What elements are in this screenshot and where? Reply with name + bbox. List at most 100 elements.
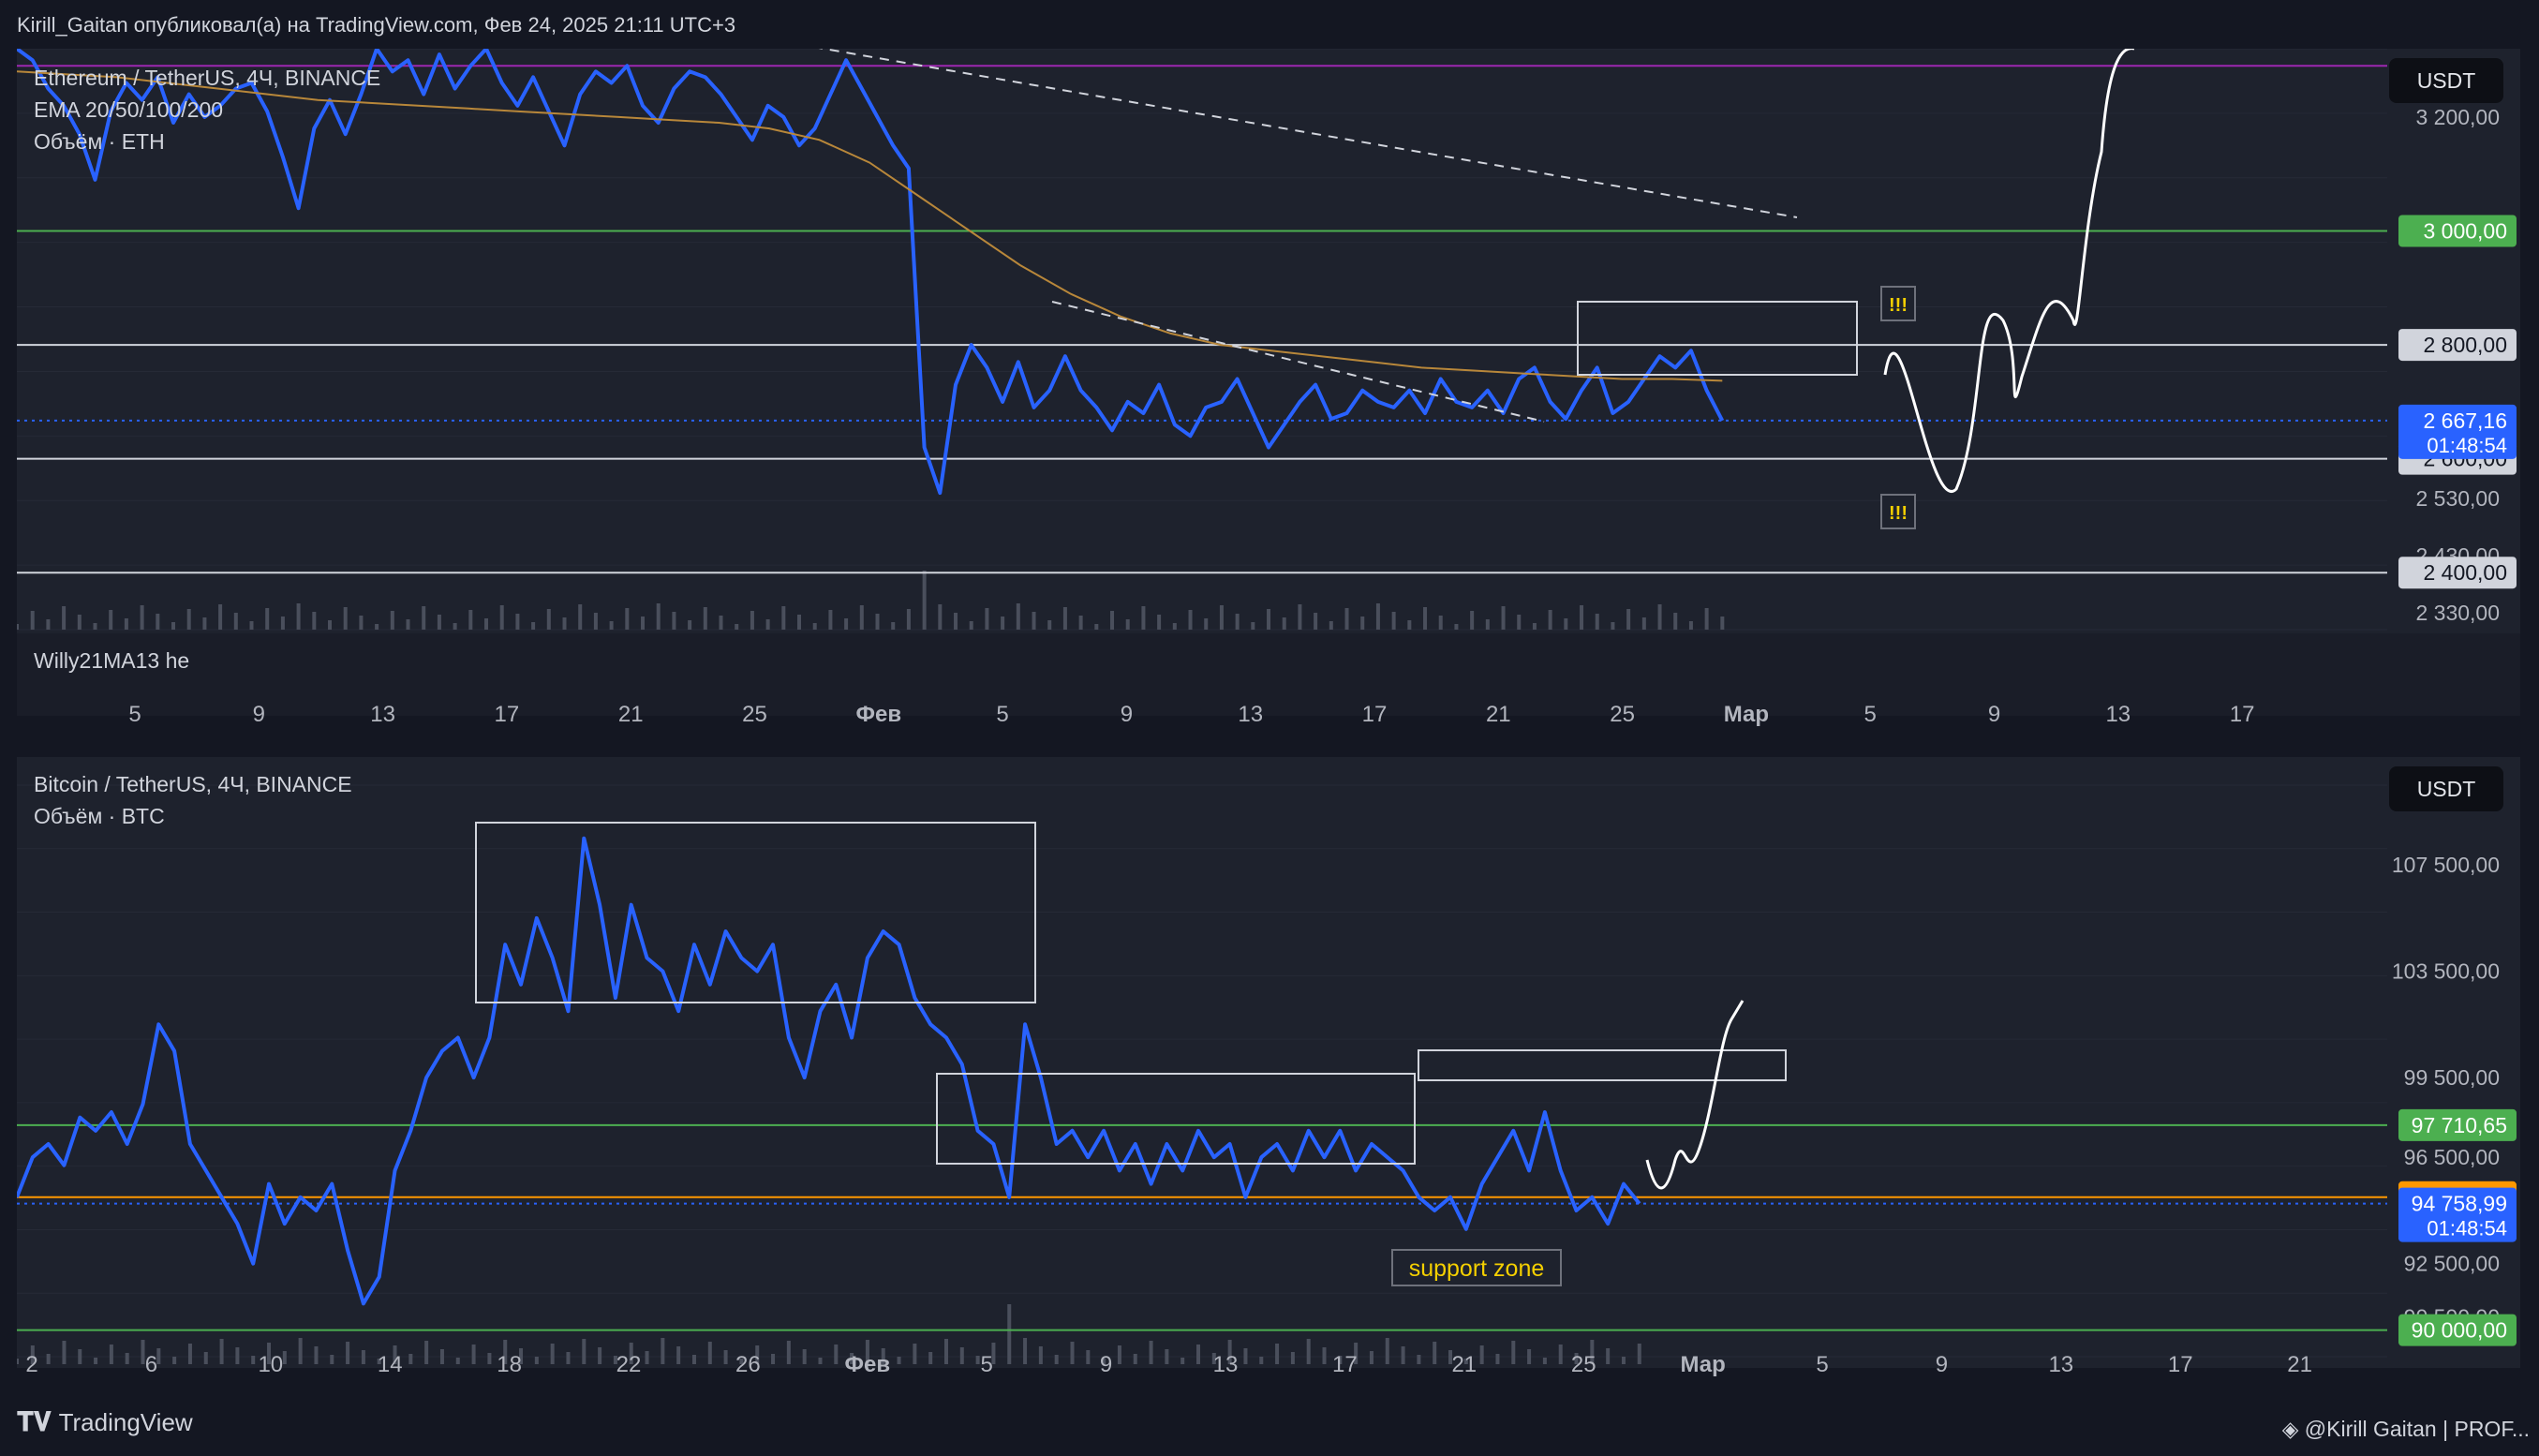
- volume-bar: [424, 1341, 429, 1364]
- volume-bar: [1149, 1341, 1153, 1364]
- volume-bar: [676, 1346, 681, 1364]
- volume-bar: [1606, 1348, 1611, 1364]
- publication-header: Kirill_Gaitan опубликовал(а) на TradingV…: [17, 13, 736, 37]
- volume-bar: [1688, 621, 1693, 630]
- x-axis-tick-label: Фев: [856, 702, 902, 727]
- volume-bar: [1590, 1340, 1595, 1364]
- btc-currency-button[interactable]: USDT: [2389, 766, 2503, 811]
- volume-bar: [897, 1357, 901, 1364]
- volume-bar: [735, 624, 739, 630]
- x-axis-tick-label: 17: [1332, 1352, 1358, 1377]
- forecast-drawing: [1645, 1000, 1745, 1190]
- volume-bar: [94, 1358, 98, 1364]
- warning-marker-box: [1880, 494, 1916, 529]
- volume-bar: [503, 1340, 508, 1364]
- volume-bar: [1180, 1358, 1185, 1364]
- tradingview-logo[interactable]: 𝐓𝐕 TradingView: [17, 1407, 193, 1438]
- volume-bar: [881, 1348, 885, 1364]
- volume-bar: [739, 1359, 744, 1364]
- volume-bar: [1401, 1346, 1405, 1364]
- volume-bar: [786, 1341, 791, 1364]
- volume-bar: [1275, 1344, 1280, 1364]
- volume-bar: [141, 1340, 145, 1364]
- eth-legend-volume[interactable]: Объём · ETH: [34, 129, 165, 154]
- price-series-line: [17, 836, 1641, 1306]
- volume-bar: [1527, 1349, 1532, 1364]
- x-axis-tick-label: 9: [1936, 1352, 1948, 1377]
- last-price-label: 94 758,99: [2412, 1192, 2507, 1216]
- btc-legend-symbol[interactable]: Bitcoin / TetherUS, 4Ч, BINANCE: [34, 772, 352, 796]
- volume-bar: [455, 1358, 460, 1364]
- x-axis-tick-label: 14: [378, 1352, 403, 1377]
- btc-legend-volume[interactable]: Объём · BTC: [34, 804, 165, 828]
- eth-chart-pane[interactable]: 3 200,00 2 530,00 2 430,00 2 330,00 3 000,00…: [17, 49, 2520, 633]
- x-axis-tick-label: 9: [1121, 702, 1133, 727]
- x-axis-tick-label: 5: [996, 702, 1008, 727]
- volume-bar: [1306, 1339, 1311, 1364]
- btc-time-axis-svg: 2 6 10 14 18 22 26 Фев 5 9 13 17 21 25 Мар 5 9 13 17 21: [25, 1352, 2312, 1377]
- y-axis-tick-label: 3 200,00: [2415, 105, 2500, 129]
- volume-bar: [1621, 1357, 1626, 1364]
- volume-bar: [1454, 624, 1459, 630]
- trendline-dashed: [1051, 301, 1545, 423]
- volume-bar: [1007, 1304, 1012, 1364]
- volume-bar: [1094, 624, 1099, 630]
- volume-bar: [765, 619, 770, 630]
- volume-bar: [296, 603, 301, 630]
- volume-bar: [46, 619, 51, 630]
- eth-legend-ema[interactable]: EMA 20/50/100/200: [34, 97, 224, 122]
- volume-bar: [1133, 1354, 1137, 1364]
- eth-indicator-pane[interactable]: Willy21MA13 he: [17, 633, 2520, 716]
- annotation-box: [1391, 1249, 1562, 1286]
- x-axis-tick-label: 25: [742, 702, 767, 727]
- x-axis-tick-label: 17: [2168, 1352, 2193, 1377]
- x-axis-tick-label: 21: [618, 702, 644, 727]
- volume-bar: [672, 612, 676, 630]
- volume-bar: [1322, 1347, 1327, 1364]
- volume-bar: [834, 1345, 839, 1364]
- volume-bar: [1125, 619, 1130, 630]
- x-axis-tick-label: 13: [1213, 1352, 1239, 1377]
- volume-bar: [202, 617, 207, 630]
- volume-bar: [1385, 1338, 1389, 1364]
- volume-bar: [991, 1343, 996, 1364]
- x-axis-tick-label: 17: [495, 702, 520, 727]
- volume-bar: [1141, 606, 1146, 630]
- eth-legend-symbol[interactable]: Ethereum / TetherUS, 4Ч, BINANCE: [34, 66, 381, 90]
- eth-chart-svg: 3 200,002 530,002 430,002 330,003 000,00…: [17, 49, 2517, 631]
- volume-bar: [1423, 607, 1428, 630]
- author-credit[interactable]: ◈ @Kirill Gaitan | PROF...: [2282, 1417, 2530, 1442]
- volume-bar: [578, 604, 583, 630]
- x-axis-tick-label: 25: [1610, 702, 1635, 727]
- volume-bar: [62, 1341, 67, 1364]
- price-level-badge: [2398, 215, 2517, 247]
- volume-bar: [515, 614, 520, 630]
- volume-bar: [439, 1349, 444, 1364]
- volume-bar: [1204, 618, 1209, 630]
- volume-bar: [802, 1349, 807, 1364]
- eth-time-axis[interactable]: 5 9 13 17 21 25 Фев 5 9 13 17 21 25 Мар 5 9 13 17: [17, 690, 2520, 738]
- tradingview-logo-text: TradingView: [58, 1408, 193, 1436]
- volume-bar: [1354, 1343, 1359, 1364]
- last-price-badge: [2398, 1187, 2517, 1242]
- volume-bar: [359, 616, 364, 630]
- volume-bar: [484, 618, 489, 630]
- x-axis-tick-label: Фев: [845, 1352, 891, 1377]
- volume-bar: [171, 622, 176, 630]
- volume-bar: [969, 621, 973, 630]
- volume-bar: [1626, 609, 1631, 630]
- btc-time-axis[interactable]: 2 6 10 14 18 22 26 Фев 5 9 13 17 21 25 Мар 5 9 13 17 21: [17, 1340, 2520, 1389]
- btc-chart-pane[interactable]: 107 500,00 103 500,00 99 500,00 96 500,00 92…: [17, 757, 2520, 1368]
- warning-marker-box: [1880, 286, 1916, 321]
- volume-bar: [598, 1347, 602, 1364]
- volume-bar: [562, 617, 567, 630]
- volume-bar: [1062, 607, 1067, 630]
- price-level-label: 2 400,00: [2423, 560, 2507, 585]
- eth-indicator-label[interactable]: Willy21MA13 he: [34, 648, 190, 673]
- volume-bar: [361, 1350, 365, 1364]
- x-axis-tick-label: 13: [2105, 702, 2131, 727]
- x-axis-tick-label: 13: [1238, 702, 1263, 727]
- eth-currency-button[interactable]: USDT: [2389, 58, 2503, 103]
- volume-bar: [203, 1352, 208, 1364]
- volume-bar: [1673, 613, 1678, 630]
